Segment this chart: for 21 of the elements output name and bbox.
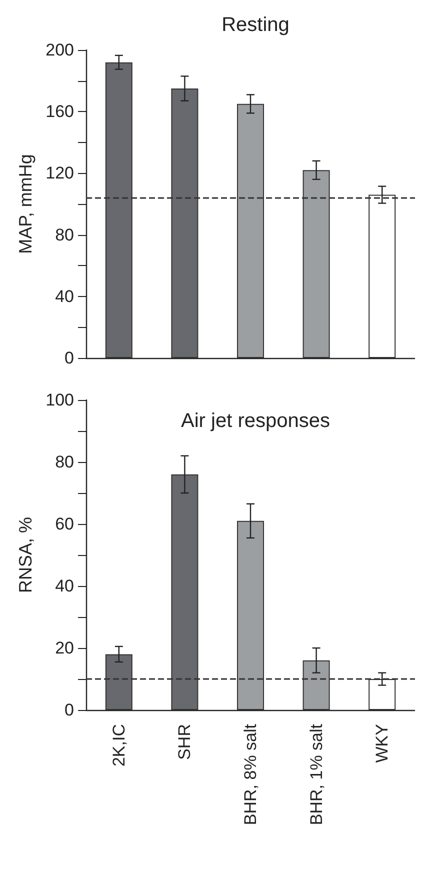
y-axis-title: MAP, mmHg [16, 154, 36, 254]
x-tick-label: BHR, 1% salt [306, 724, 326, 826]
x-tick-label: WKY [372, 724, 392, 763]
y-tick-label: 60 [55, 514, 74, 534]
y-tick-label: 20 [55, 638, 74, 658]
y-tick-label: 80 [55, 225, 74, 244]
y-tick-label: 0 [64, 348, 74, 368]
y-tick-label: 160 [46, 102, 74, 122]
y-tick-label: 40 [55, 576, 74, 596]
y-tick-label: 100 [46, 390, 74, 410]
y-tick-label: 120 [46, 164, 74, 183]
chart-title: Resting [222, 14, 290, 36]
x-tick-label: 2K,IC [109, 724, 128, 767]
y-tick-label: 200 [46, 40, 74, 60]
y-tick-label: 80 [55, 452, 74, 472]
y-tick-label: 0 [64, 700, 74, 720]
y-tick-label: 40 [55, 286, 74, 306]
text: Air jet responses [181, 410, 330, 432]
x-tick-label: SHR [175, 724, 194, 760]
y-axis-title: RNSA, % [16, 516, 36, 594]
x-tick-label: BHR, 8% salt [241, 724, 260, 826]
